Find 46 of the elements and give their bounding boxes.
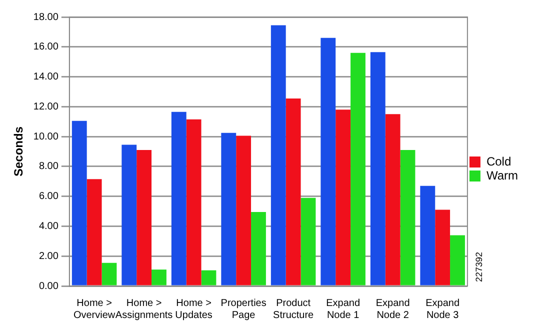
bar — [122, 144, 137, 286]
bar — [300, 198, 316, 286]
y-tick-label: 12.00 — [33, 101, 59, 112]
y-tick-label: 0.00 — [38, 280, 59, 292]
bar — [171, 112, 186, 286]
x-tick-label: Expand Node 2 — [376, 298, 410, 321]
y-tick-label: 10.00 — [33, 131, 59, 142]
bar — [350, 52, 366, 286]
y-axis-title: Seconds — [12, 126, 26, 177]
x-tick-label: Properties Page — [220, 298, 266, 321]
text: 227392 — [474, 252, 484, 282]
bar — [435, 210, 450, 286]
x-tick-label: Product Structure — [273, 298, 314, 321]
bar — [450, 235, 465, 286]
legend-label: Cold — [486, 154, 512, 168]
bar — [186, 119, 202, 286]
bar — [400, 150, 416, 286]
bar — [201, 270, 216, 286]
bar — [336, 110, 351, 286]
bar — [320, 38, 336, 286]
bar — [136, 150, 152, 286]
x-tick-label: Home > Assignments — [115, 298, 173, 321]
x-tick-label: Expand Node 3 — [426, 298, 460, 321]
bar — [385, 114, 400, 286]
y-tick-label: 16.00 — [33, 42, 59, 53]
y-tick-label: 14.00 — [33, 72, 59, 83]
bar — [370, 52, 386, 286]
bar — [251, 212, 266, 286]
x-tick-label: Home > Updates — [175, 298, 212, 321]
y-tick-label: 18.00 — [33, 12, 59, 23]
bar — [102, 262, 117, 286]
x-tick-label: Home > Overview — [73, 298, 116, 321]
bar — [221, 132, 236, 286]
y-tick-label: 2.00 — [38, 250, 59, 262]
bar — [286, 98, 301, 286]
legend-label: Warm — [486, 168, 518, 182]
bar — [270, 25, 286, 286]
y-tick-label: 6.00 — [38, 191, 59, 202]
y-tick-label: 4.00 — [38, 220, 59, 232]
bar — [72, 120, 87, 286]
bar — [236, 136, 252, 286]
bar — [152, 270, 166, 286]
bar — [420, 186, 436, 286]
x-tick-label: Expand Node 1 — [326, 298, 360, 321]
y-tick-label: 8.00 — [38, 161, 59, 172]
bar — [86, 179, 102, 286]
